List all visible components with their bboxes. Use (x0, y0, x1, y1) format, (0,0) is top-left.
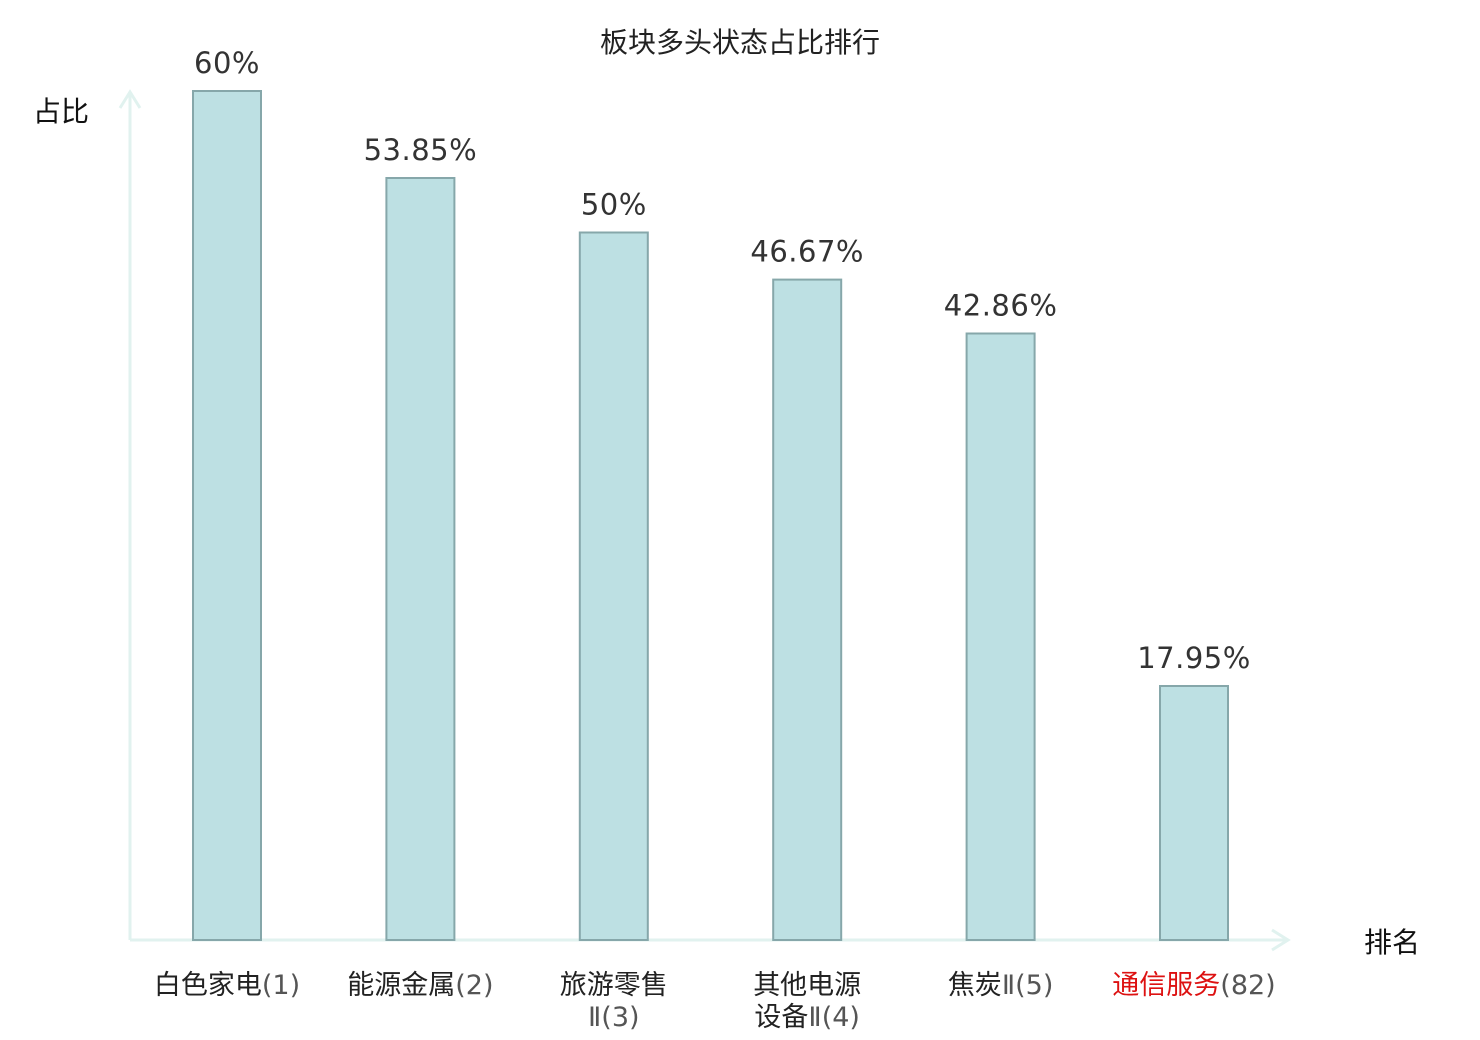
value-label-5: 42.86% (944, 289, 1058, 323)
category-label-5-line-1: 焦炭Ⅱ(5) (948, 970, 1054, 1001)
category-label-1-line-1: 白色家电(1) (154, 970, 300, 1001)
category-label-6-line-1: 通信服务(82) (1112, 970, 1275, 1001)
value-label-2: 53.85% (364, 133, 478, 167)
value-label-4: 46.67% (750, 235, 864, 269)
axes (118, 89, 1291, 952)
category-label-4-line-1: 其他电源 (753, 970, 861, 1001)
category-label-4-line-2: 设备Ⅱ(4) (754, 1002, 860, 1033)
category-label-3-line-2: Ⅱ(3) (588, 1002, 640, 1033)
value-labels-group: 60% 53.85% 50% 46.67% 42.86% 17.95% (194, 46, 1251, 675)
y-axis-arrow (118, 89, 142, 109)
value-label-1: 60% (194, 46, 260, 80)
bar-1 (192, 90, 262, 941)
bar-6 (1159, 685, 1229, 941)
category-label-3-line-1: 旅游零售 (560, 970, 668, 1001)
value-label-3: 50% (581, 188, 647, 222)
bars-group (192, 90, 1229, 942)
y-axis-label: 占比 (33, 95, 89, 128)
chart-title: 板块多头状态占比排行 (600, 26, 880, 59)
value-label-6: 17.95% (1137, 641, 1251, 675)
bar-2 (385, 177, 456, 941)
x-axis-label: 排名 (1364, 926, 1420, 959)
bar-3 (578, 231, 649, 941)
bar-5 (965, 332, 1036, 941)
category-label-2-line-1: 能源金属(2) (347, 970, 493, 1001)
x-axis-arrow (1271, 928, 1291, 952)
bar-4 (772, 278, 843, 942)
